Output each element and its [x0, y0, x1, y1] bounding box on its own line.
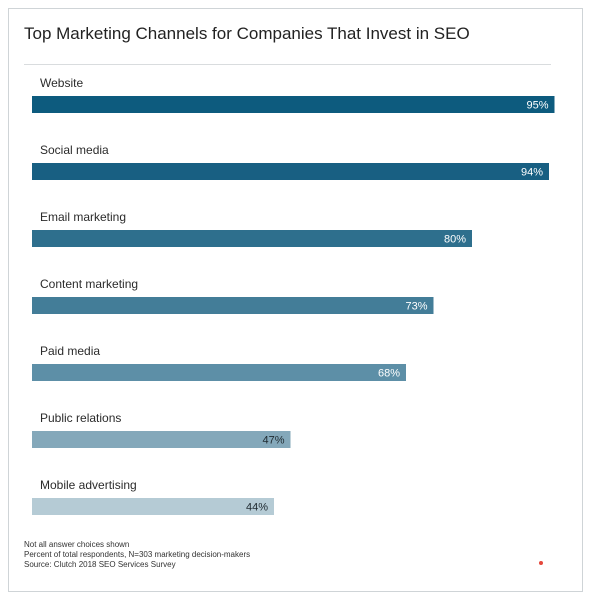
- bar: [32, 498, 274, 515]
- bar: [32, 230, 472, 247]
- category-label: Website: [40, 76, 83, 90]
- bar: [32, 163, 549, 180]
- value-label: 95%: [526, 100, 548, 112]
- bar: [32, 431, 291, 448]
- chart-title: Top Marketing Channels for Companies Tha…: [24, 24, 470, 43]
- category-label: Content marketing: [40, 277, 138, 291]
- category-label: Paid media: [40, 344, 100, 358]
- bar: [32, 96, 555, 113]
- footnote-source: Source: Clutch 2018 SEO Services Survey: [24, 560, 176, 569]
- footnote-choices: Not all answer choices shown: [24, 540, 130, 549]
- value-label: 44%: [246, 502, 268, 514]
- category-label: Public relations: [40, 411, 121, 425]
- bar: [32, 364, 406, 381]
- category-label: Mobile advertising: [40, 478, 137, 492]
- value-label: 80%: [444, 234, 466, 246]
- clutch-logo-dot: [539, 561, 543, 565]
- footnote-respondents: Percent of total respondents, N=303 mark…: [24, 550, 251, 559]
- category-label: Email marketing: [40, 210, 126, 224]
- category-label: Social media: [40, 143, 109, 157]
- footnotes: Not all answer choices shown Percent of …: [24, 540, 250, 570]
- value-label: 68%: [378, 368, 400, 380]
- title-divider: [24, 64, 551, 65]
- value-label: 73%: [405, 301, 427, 313]
- bar: [32, 297, 434, 314]
- value-label: 94%: [521, 167, 543, 179]
- value-label: 47%: [262, 435, 284, 447]
